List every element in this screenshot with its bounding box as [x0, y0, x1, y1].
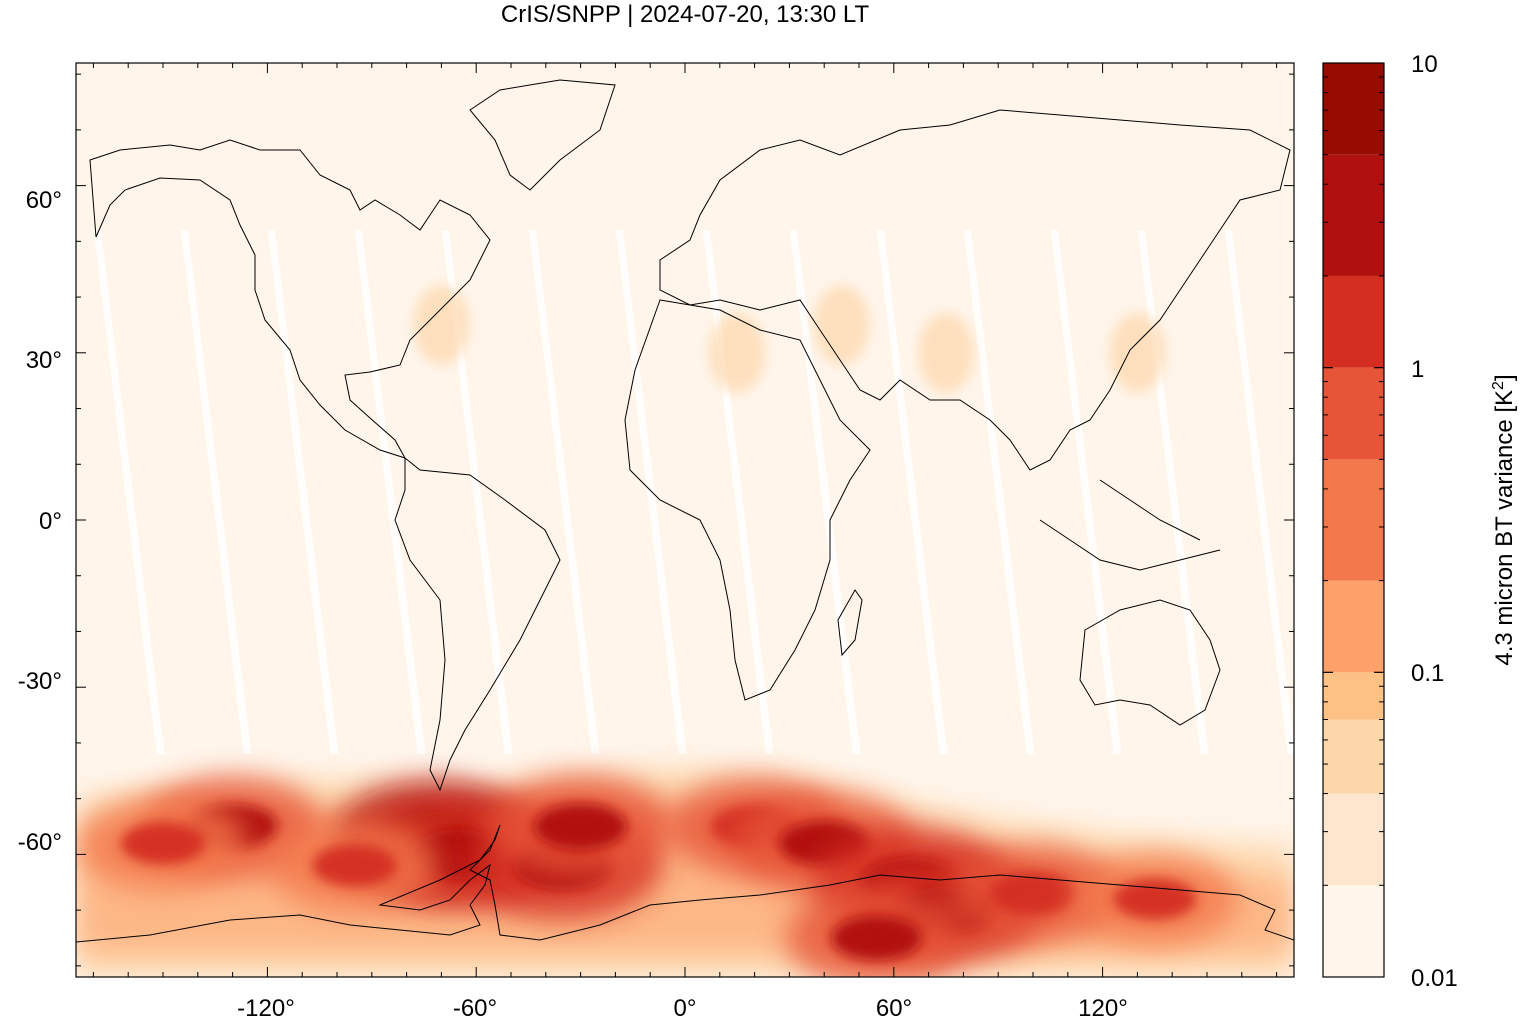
colorbar: 10 1 0.1 0.01 4.3 micron BT variance [K2…	[1322, 51, 1518, 992]
x-axis-tick-labels: -120° -60° 0° 60° 120°	[237, 995, 1128, 1020]
orbit-gap-12	[1050, 230, 1122, 755]
colorbar-band-8	[1323, 275, 1384, 368]
colorbar-label-end: ]	[1491, 374, 1518, 381]
hotspot-core-13	[120, 822, 206, 865]
colorbar-band-7	[1323, 367, 1384, 460]
variance-hotspots	[78, 774, 1238, 977]
coastline-eurasia	[659, 109, 1291, 471]
x-tick-label-60: 60°	[876, 995, 912, 1020]
orbit-gap-11	[963, 230, 1035, 755]
orbit-gap-1	[93, 230, 165, 755]
colorbar-band-3	[1323, 719, 1384, 794]
orbit-gap-7	[615, 230, 687, 755]
hotspot-core-6	[312, 844, 397, 887]
weak-variance-features	[413, 284, 1166, 393]
colorbar-tick-label-0-01: 0.01	[1411, 965, 1458, 992]
x-tick-label-0: 0°	[674, 995, 697, 1020]
colorbar-band-6	[1323, 459, 1384, 581]
hotspot-core-14	[831, 915, 922, 961]
colorbar-tick-label-1: 1	[1411, 356, 1424, 383]
coastline-indonesia	[1039, 479, 1221, 571]
colorbar-tick-label-0-1: 0.1	[1411, 660, 1444, 687]
orbit-gap-4	[354, 230, 426, 755]
colorbar-band-10	[1323, 63, 1384, 155]
x-tick-label-neg120: -120°	[237, 995, 295, 1020]
x-tick-label-neg60: -60°	[453, 995, 497, 1020]
colorbar-label: 4.3 micron BT variance [K2]	[1490, 374, 1518, 665]
y-tick-label-60: 60°	[26, 187, 62, 214]
hotspot-core-11	[989, 871, 1077, 916]
hotspot-core-12	[1113, 878, 1197, 920]
weak-feature-4	[413, 284, 470, 365]
orbit-gap-10	[876, 230, 948, 755]
x-tick-label-120: 120°	[1078, 995, 1128, 1020]
orbit-gap-3	[267, 230, 339, 755]
orbit-gaps	[93, 230, 1294, 755]
coastline-madagascar	[837, 589, 863, 657]
y-tick-label-30: 30°	[26, 347, 62, 374]
orbit-gap-6	[528, 230, 600, 755]
colorbar-band-2	[1323, 793, 1384, 886]
orbit-gap-14	[1224, 230, 1294, 755]
colorbar-ticks	[1323, 62, 1384, 978]
colorbar-frame	[1322, 62, 1385, 978]
colorbar-band-4	[1323, 672, 1384, 720]
axis-ticks	[76, 63, 1294, 977]
weak-feature-1	[709, 312, 766, 393]
coastline-africa	[624, 299, 871, 701]
colorbar-label-main: 4.3 micron BT variance [K	[1491, 390, 1518, 666]
hotspot-core-4	[534, 803, 628, 850]
colorbar-band-9	[1323, 154, 1384, 276]
colorbar-band-5	[1323, 580, 1384, 673]
orbit-gap-2	[180, 230, 252, 755]
colorbar-tick-label-10: 10	[1411, 51, 1438, 78]
y-tick-label-0: 0°	[39, 508, 62, 535]
coastline-antarctica	[76, 824, 1294, 943]
orbit-gap-5	[441, 230, 513, 755]
coastline-south-america	[394, 456, 561, 792]
colorbar-band-1	[1323, 885, 1384, 977]
coastline-north-america	[89, 139, 491, 459]
coastline-greenland	[469, 79, 616, 191]
y-tick-label-neg30: -30°	[18, 668, 62, 695]
chart-title: CrIS/SNPP | 2024-07-20, 13:30 LT	[501, 1, 870, 28]
coastlines	[76, 79, 1294, 943]
weak-feature-2	[813, 284, 870, 365]
weak-feature-3	[1109, 312, 1166, 393]
colorbar-bands	[1323, 63, 1384, 977]
coastline-australia	[1079, 599, 1221, 726]
plot-area	[76, 63, 1294, 977]
colorbar-label-superscript: 2	[1490, 381, 1507, 390]
y-tick-label-neg60: -60°	[18, 829, 62, 856]
orbit-gap-9	[789, 230, 861, 755]
weak-feature-5	[918, 312, 974, 393]
y-axis-tick-labels: 60° 30° 0° -30° -60°	[18, 187, 62, 856]
